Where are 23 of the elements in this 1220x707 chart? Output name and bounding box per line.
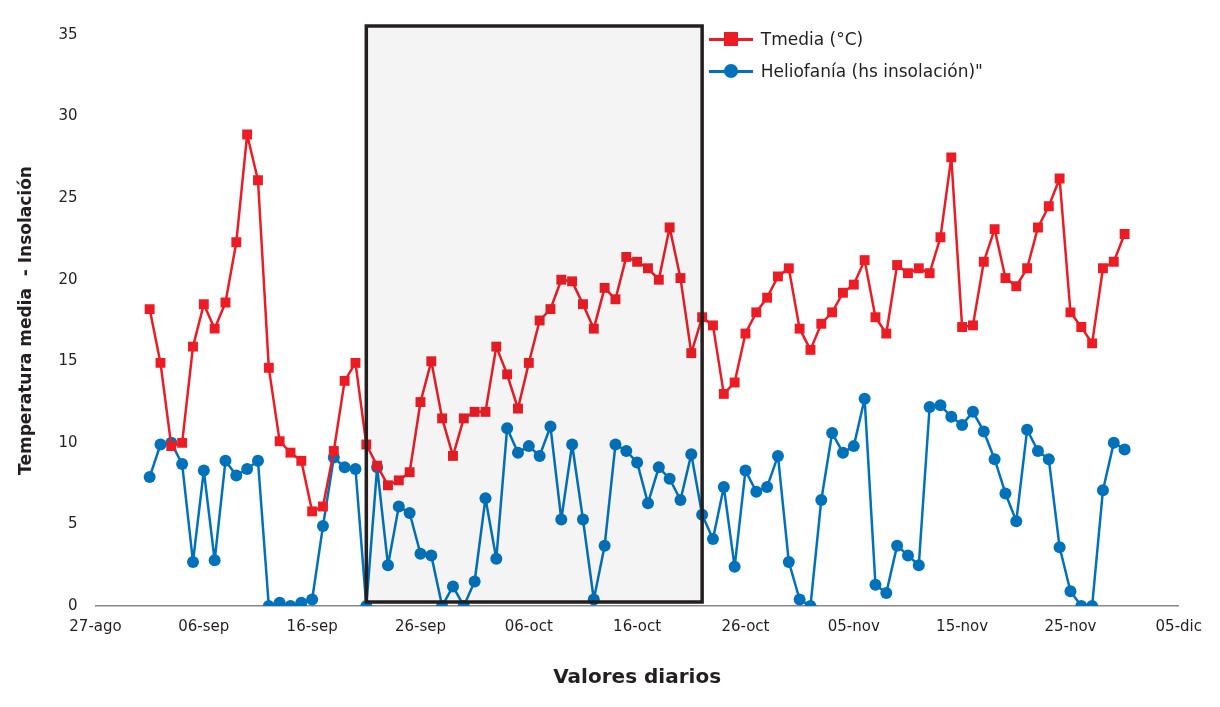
x-tick-label: 25-nov bbox=[1044, 616, 1097, 635]
y-tick-label: 35 bbox=[58, 24, 78, 43]
y-axis-title: Temperatura media - Insolación bbox=[14, 166, 35, 475]
legend-label: Tmedia (°C) bbox=[760, 29, 864, 49]
y-tick-label: 15 bbox=[58, 351, 78, 370]
x-axis-title: Valores diarios bbox=[553, 664, 722, 689]
x-tick-label: 05-nov bbox=[827, 616, 880, 635]
x-tick-label: 26-oct bbox=[721, 616, 770, 635]
x-tick-label: 16-oct bbox=[613, 616, 662, 635]
y-tick-label: 20 bbox=[58, 269, 78, 288]
y-tick-label: 5 bbox=[67, 514, 78, 533]
x-tick-label: 16-sep bbox=[286, 616, 338, 635]
x-tick-label: 15-nov bbox=[936, 616, 989, 635]
x-tick-label: 06-sep bbox=[178, 616, 230, 635]
y-tick-label: 10 bbox=[58, 432, 78, 451]
x-tick-label: 05-dic bbox=[1155, 616, 1202, 635]
y-tick-label: 0 bbox=[67, 595, 78, 614]
x-tick-label: 26-sep bbox=[394, 616, 447, 635]
y-tick-label: 30 bbox=[58, 106, 78, 125]
legend-label: Heliofanía (hs insolación)" bbox=[760, 61, 983, 81]
y-tick-label: 25 bbox=[58, 188, 78, 207]
x-tick-label: 06-oct bbox=[504, 616, 553, 635]
x-tick-label: 27-ago bbox=[69, 616, 122, 635]
